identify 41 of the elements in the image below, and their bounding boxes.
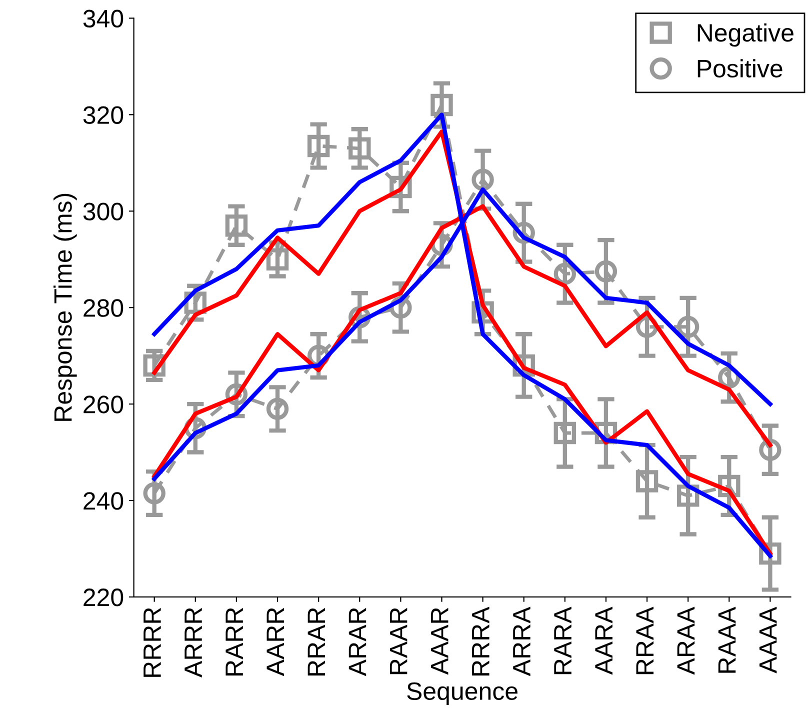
y-tick-label: 340: [83, 10, 124, 28]
y-tick-label: 280: [84, 299, 124, 317]
x-tick-label: ARAR: [348, 608, 366, 676]
point: [554, 262, 576, 285]
point: [676, 316, 700, 338]
point: [636, 470, 658, 492]
point: [554, 422, 576, 444]
y-tick-label: 300: [83, 202, 124, 220]
y-tick-label: 240: [84, 492, 124, 510]
x-tick-label: RARR: [226, 608, 243, 676]
x-axis-title: Sequence: [407, 682, 518, 705]
x-tick-label: RRRR: [144, 608, 161, 677]
y-tick-label: 220: [84, 588, 124, 606]
point: [225, 214, 248, 237]
x-tick-label: RAAR: [390, 608, 408, 674]
x-tick-label: ARRA: [513, 606, 530, 676]
point: [143, 482, 166, 504]
point: [348, 137, 371, 160]
point: [594, 260, 618, 283]
x-tick-label: AARR: [266, 608, 284, 676]
x-tick-label: AAAA: [759, 606, 777, 674]
legend-label: Positive: [698, 59, 782, 78]
y-tick-label: 320: [83, 106, 124, 124]
point: [266, 398, 289, 420]
y-tick-label: 260: [84, 396, 124, 414]
point: [307, 134, 330, 158]
x-tick-label: ARAA: [677, 606, 695, 675]
x-tick-label: RAAA: [718, 606, 736, 673]
x-tick-label: ARRR: [184, 608, 202, 678]
x-tick-label: AAAR: [431, 608, 448, 675]
x-tick-label: RRAR: [308, 608, 326, 676]
x-tick-label: RRAA: [636, 606, 654, 674]
point: [472, 168, 494, 191]
x-tick-label: RARA: [554, 606, 572, 674]
x-tick-label: RRRA: [472, 606, 490, 676]
x-tick-label: AARA: [595, 606, 612, 675]
y-axis-title: Response Time (ms): [54, 194, 77, 421]
point: [430, 94, 453, 116]
point: [266, 248, 289, 270]
point: [759, 438, 782, 461]
legend-label: Negative: [698, 23, 794, 47]
